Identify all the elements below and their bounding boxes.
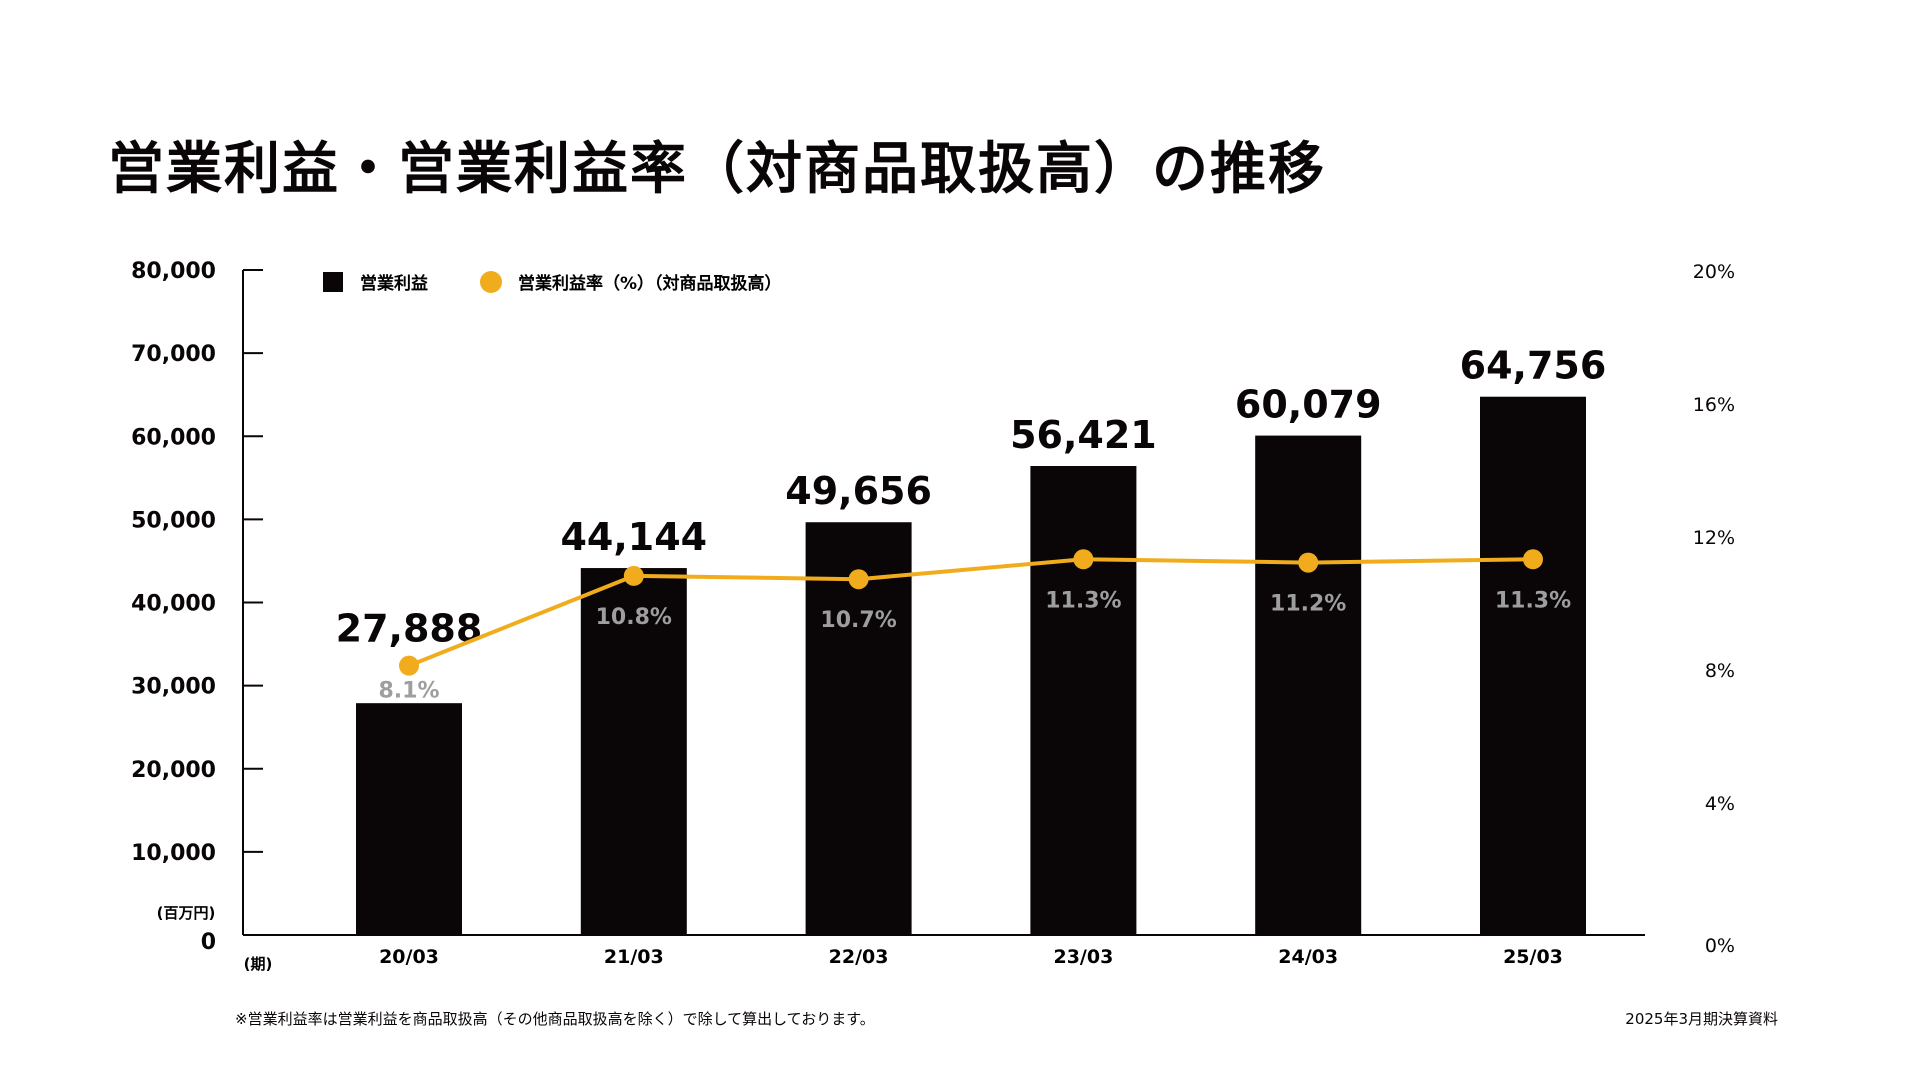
y-tick-label: 80,000 bbox=[131, 259, 216, 284]
legend-label: 営業利益率（%）（対商品取扱高） bbox=[518, 273, 782, 294]
y2-tick-label: 16% bbox=[1693, 394, 1735, 416]
y-tick-label: 70,000 bbox=[131, 342, 216, 367]
y-tick-label: 20,000 bbox=[131, 758, 216, 783]
legend-label: 営業利益 bbox=[360, 273, 428, 294]
x-tick-label: 24/03 bbox=[1278, 946, 1338, 968]
bar bbox=[356, 703, 462, 935]
x-tick-label: 21/03 bbox=[604, 946, 664, 968]
rate-point bbox=[399, 655, 419, 676]
x-tick-label: 22/03 bbox=[829, 946, 889, 968]
bar-value-label: 60,079 bbox=[1235, 383, 1382, 427]
y-tick-label: 40,000 bbox=[131, 592, 216, 617]
bar bbox=[1480, 396, 1586, 935]
bar bbox=[805, 522, 912, 935]
rate-point bbox=[848, 569, 869, 590]
bar bbox=[580, 568, 687, 935]
bar-value-label: 27,888 bbox=[336, 607, 483, 651]
y-tick-label: 50,000 bbox=[131, 508, 216, 533]
y2-tick-label: 20% bbox=[1693, 261, 1735, 283]
rate-point bbox=[1523, 549, 1543, 570]
footnote: ※営業利益率は営業利益を商品取扱高（その他商品取扱高を除く）で除して算出しており… bbox=[235, 1010, 875, 1028]
rate-value-label: 10.7% bbox=[820, 608, 896, 633]
x-axis-label: (期) bbox=[244, 955, 273, 973]
y-tick-label: 0 bbox=[201, 930, 216, 955]
x-tick-label: 25/03 bbox=[1503, 946, 1563, 968]
bar-value-label: 49,656 bbox=[785, 469, 932, 513]
x-tick-label: 20/03 bbox=[379, 946, 439, 968]
y-axis-unit: (百万円) bbox=[157, 904, 216, 922]
legend-bar-swatch bbox=[323, 272, 343, 292]
rate-value-label: 11.3% bbox=[1045, 588, 1121, 613]
y2-tick-label: 8% bbox=[1705, 660, 1735, 682]
bar-value-label: 56,421 bbox=[1010, 413, 1157, 457]
source-note: 2025年3月期決算資料 bbox=[1625, 1010, 1778, 1028]
bar-value-label: 44,144 bbox=[560, 515, 707, 559]
rate-value-label: 10.8% bbox=[596, 605, 672, 630]
rate-line bbox=[408, 557, 1534, 668]
bar-value-label: 64,756 bbox=[1460, 344, 1607, 388]
y2-tick-label: 0% bbox=[1705, 935, 1735, 957]
rate-value-label: 11.2% bbox=[1270, 592, 1346, 617]
y-tick-label: 10,000 bbox=[131, 841, 216, 866]
x-tick-label: 23/03 bbox=[1053, 946, 1113, 968]
y-tick-label: 30,000 bbox=[131, 675, 216, 700]
rate-point bbox=[1298, 552, 1319, 573]
rate-value-label: 11.3% bbox=[1495, 588, 1571, 613]
y2-tick-label: 12% bbox=[1693, 527, 1735, 549]
rate-point bbox=[1073, 549, 1094, 570]
bar bbox=[1030, 466, 1137, 935]
legend-line-swatch bbox=[480, 271, 502, 293]
y2-tick-label: 4% bbox=[1705, 793, 1735, 815]
page-title: 営業利益・営業利益率（対商品取扱高）の推移 bbox=[108, 137, 1326, 202]
bar bbox=[1255, 435, 1362, 935]
rate-value-label: 8.1% bbox=[378, 679, 439, 704]
rate-point bbox=[623, 565, 644, 586]
y-tick-label: 60,000 bbox=[131, 425, 216, 450]
